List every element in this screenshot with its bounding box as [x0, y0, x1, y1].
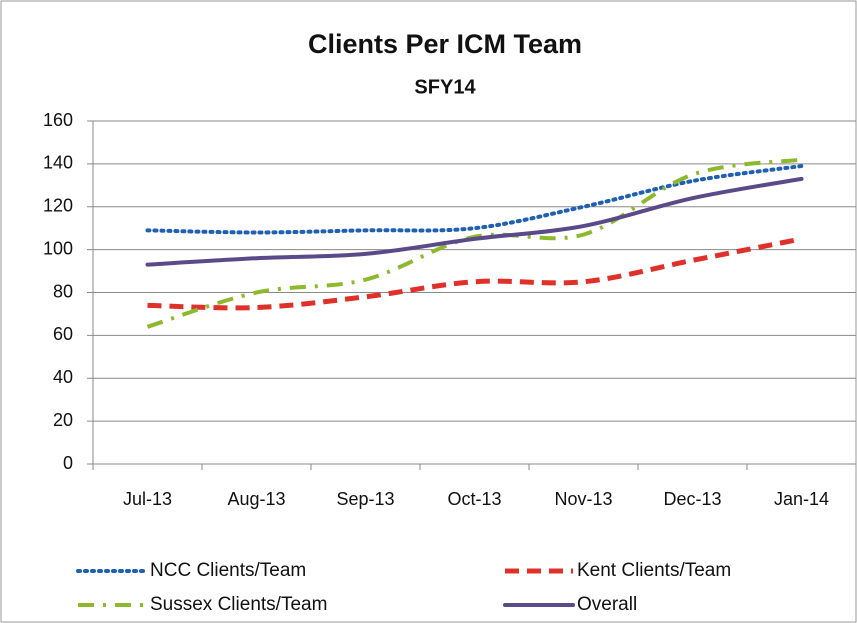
legend-label: NCC Clients/Team: [150, 560, 306, 581]
y-tick-label: 40: [53, 367, 73, 387]
legend-label: Overall: [577, 594, 637, 615]
series-line: [145, 176, 804, 267]
series-line: [146, 157, 802, 329]
x-tick-label: Jan-14: [774, 489, 829, 509]
x-tick-label: Jul-13: [123, 489, 172, 509]
y-tick-label: 60: [53, 324, 73, 344]
x-tick-label: Aug-13: [227, 489, 285, 509]
y-tick-label: 120: [43, 196, 73, 216]
chart-subtitle: SFY14: [414, 76, 476, 98]
y-tick-label: 0: [63, 453, 73, 473]
legend-label: Sussex Clients/Team: [150, 594, 327, 615]
chart-title: Clients Per ICM Team: [308, 29, 582, 59]
y-tick-label: 100: [43, 238, 73, 258]
y-tick-label: 80: [53, 281, 73, 301]
x-tick-label: Oct-13: [447, 489, 501, 509]
x-tick-label: Dec-13: [663, 489, 721, 509]
y-tick-label: 160: [43, 110, 73, 130]
x-tick-label: Sep-13: [336, 489, 394, 509]
x-tick-label: Nov-13: [554, 489, 612, 509]
series-line: [145, 164, 804, 235]
legend-label: Kent Clients/Team: [577, 560, 731, 581]
y-tick-label: 140: [43, 153, 73, 173]
y-tick-label: 20: [53, 410, 73, 430]
